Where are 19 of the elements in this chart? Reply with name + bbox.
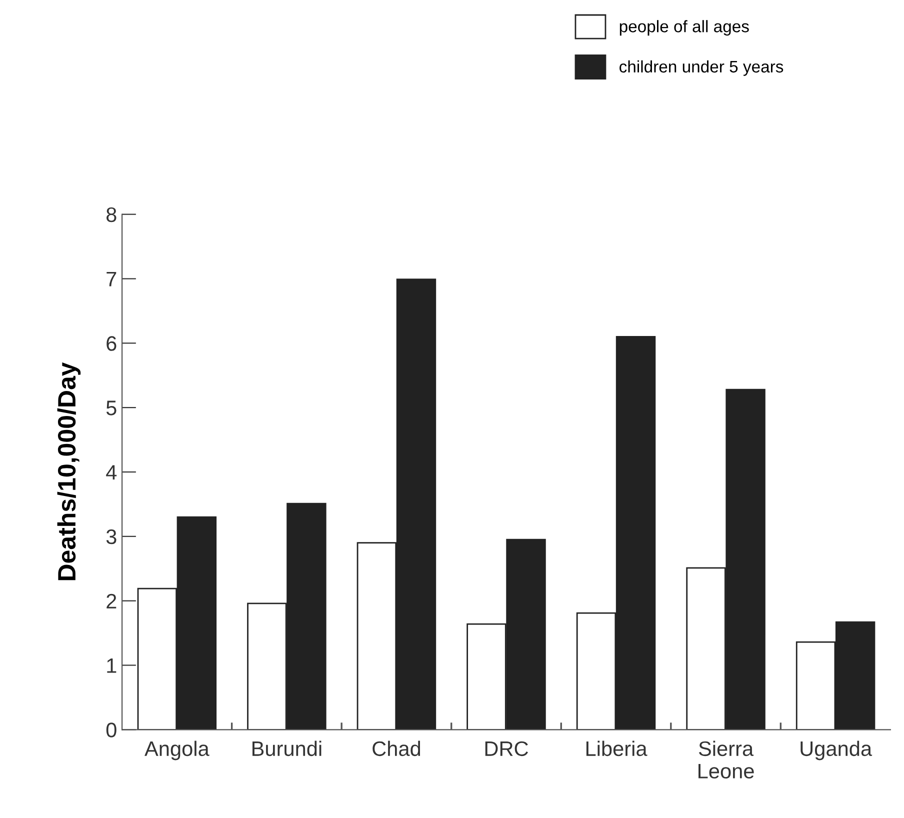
x-tick-label: Liberia [586,740,648,756]
x-tick-label: Chad [372,740,420,756]
y-tick-label: 8 [106,207,116,222]
y-tick-label: 5 [106,400,116,416]
x-tick-label: Burundi [252,740,322,756]
legend-label: people of all ages [620,20,749,36]
x-tick-label: Sierra Leone [698,740,754,779]
legend-label: children under 5 years [620,60,784,76]
y-axis-title: Deaths/10,000/Day [57,362,81,580]
y-tick-label: 6 [106,336,116,351]
y-tick-label: 0 [106,722,116,738]
y-tick-label: 3 [106,529,116,544]
y-tick-label: 2 [106,594,116,608]
y-tick-label: 4 [106,465,117,480]
x-tick-label: DRC [485,741,528,756]
x-tick-label: Uganda [800,740,872,760]
x-tick-label: Angola [144,740,210,760]
y-tick-label: 1 [107,658,116,673]
y-tick-label: 7 [106,272,116,286]
